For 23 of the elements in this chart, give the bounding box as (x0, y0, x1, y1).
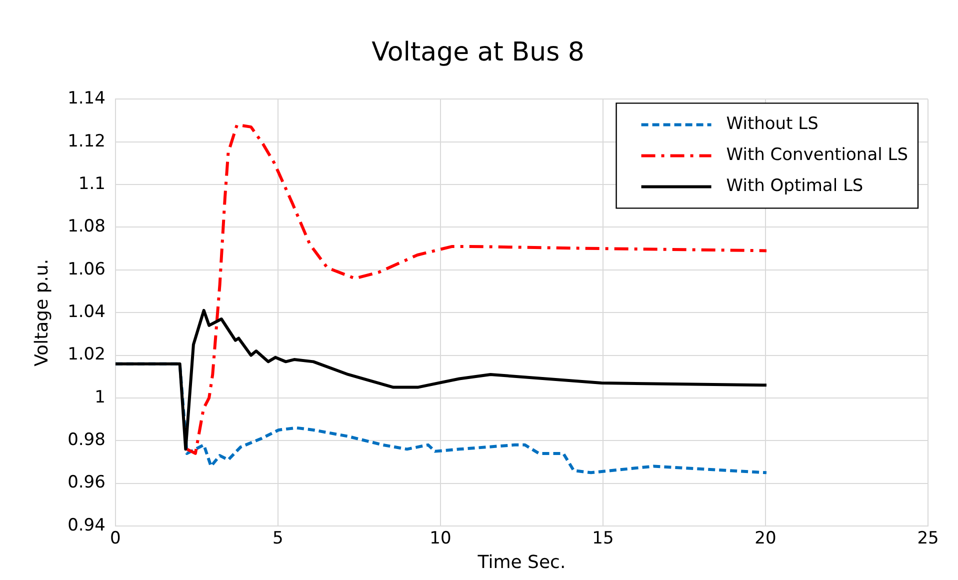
x-tick-label: 15 (592, 528, 614, 549)
x-tick-label: 5 (272, 528, 284, 549)
y-tick-label: 1.14 (68, 88, 106, 109)
y-tick-label: 0.98 (68, 430, 106, 450)
y-tick-label: 1.1 (78, 174, 106, 194)
legend-label: Without LS (726, 114, 818, 134)
y-tick-label: 1.12 (68, 131, 106, 152)
y-tick-label: 1.02 (68, 344, 106, 365)
y-tick-label: 1.08 (68, 216, 106, 237)
y-tick-label: 0.94 (68, 515, 106, 536)
y-tick-label: 1.06 (68, 259, 106, 280)
x-tick-label: 0 (110, 528, 121, 549)
y-tick-label: 0.96 (68, 472, 106, 493)
y-tick-label: 1.04 (68, 302, 106, 322)
legend-label: With Conventional LS (726, 145, 908, 166)
x-tick-label: 10 (430, 528, 452, 549)
legend-label: With Optimal LS (726, 176, 864, 196)
x-axis-title: Time Sec. (476, 552, 566, 573)
chart-title: Voltage at Bus 8 (372, 37, 584, 68)
y-axis-title: Voltage p.u. (31, 258, 52, 366)
y-tick-label: 1 (94, 387, 106, 408)
x-tick-label: 20 (754, 528, 776, 549)
x-tick-label: 25 (917, 528, 939, 549)
